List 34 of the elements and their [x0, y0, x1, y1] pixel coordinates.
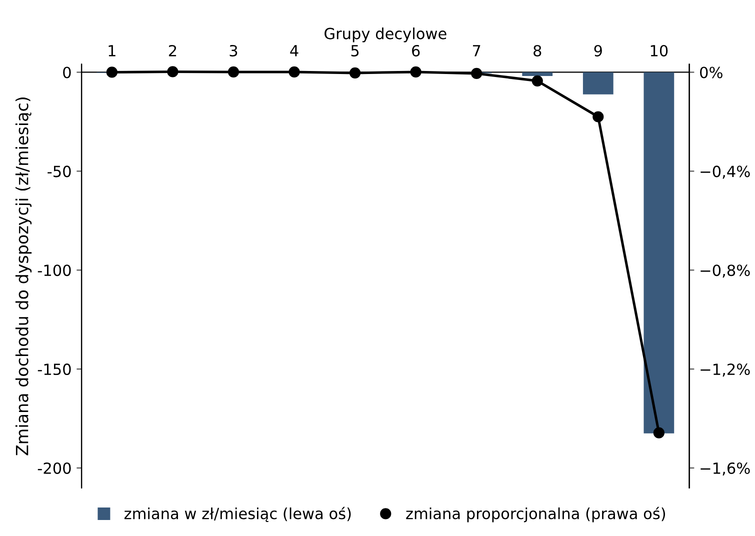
point: [471, 68, 482, 80]
legend-label: zmiana proporcjonalna (prawa oś): [406, 506, 666, 522]
y-axis-title: Zmiana dochodu do dyspozycji (zł/miesiąc): [15, 98, 32, 456]
point: [653, 427, 664, 438]
point: [532, 75, 543, 86]
point: [410, 66, 422, 78]
y2-tick-label: −1,6%: [700, 462, 750, 476]
point: [228, 66, 240, 78]
x-tick-label: 1: [108, 45, 116, 56]
x-tick-label: 8: [534, 44, 542, 56]
point: [592, 111, 604, 122]
point: [167, 66, 178, 78]
y2-tick-label: 0%: [700, 66, 722, 78]
x-axis-title: Grupy decylowe: [324, 28, 446, 42]
legend-label: zmiana w zł/miesiąc (lewa oś): [124, 506, 351, 522]
x-tick-label: 9: [594, 44, 602, 56]
point: [349, 67, 361, 79]
point: [106, 66, 118, 78]
y2-tick-label: −1,2%: [700, 364, 750, 377]
y2-tick-label: −0,8%: [700, 264, 750, 278]
x-tick-label: 3: [230, 44, 238, 56]
x-tick-label: 4: [290, 45, 298, 56]
y-tick-label: -150: [38, 364, 71, 376]
x-tick-label: 5: [351, 45, 359, 56]
y-tick-label: -50: [48, 166, 71, 178]
y-tick-label: 0: [63, 66, 71, 78]
x-tick-label: 6: [412, 44, 420, 56]
point: [288, 66, 300, 78]
y-tick-label: -200: [38, 462, 71, 474]
x-tick-label: 10: [650, 44, 668, 56]
x-tick-label: 7: [472, 45, 480, 56]
y2-tick-label: −0,4%: [700, 166, 750, 179]
y-tick-label: -100: [38, 264, 71, 276]
x-tick-label: 2: [168, 44, 176, 56]
